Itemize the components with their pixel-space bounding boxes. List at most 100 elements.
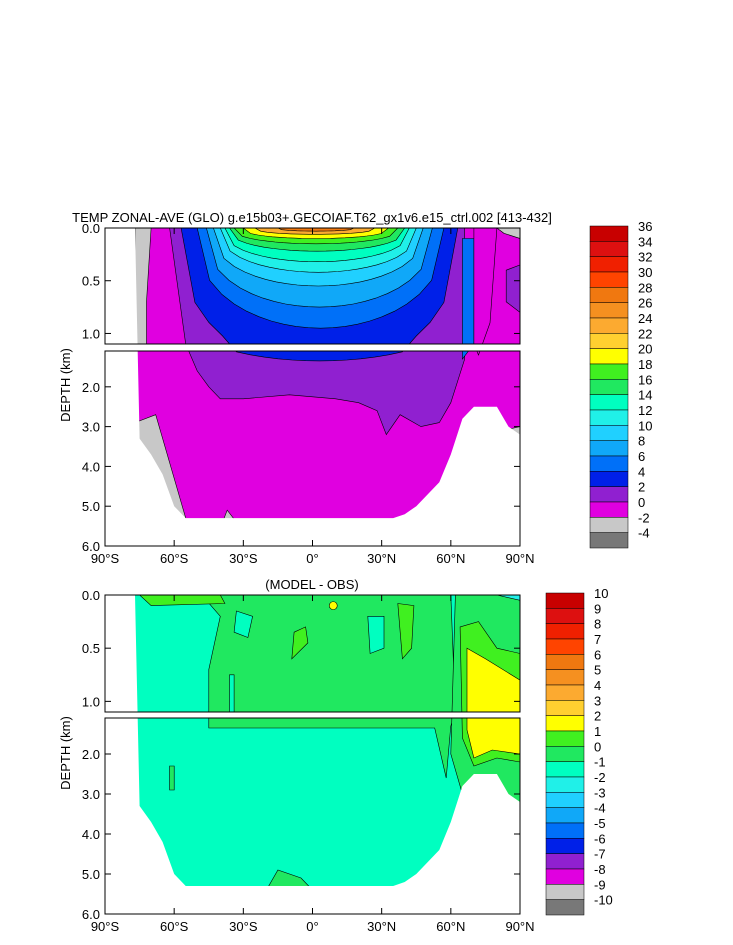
colorbar-label: 2 [638, 480, 645, 495]
x-tick-label: 0° [306, 919, 318, 934]
colorbar-swatch [589, 348, 629, 365]
colorbar-label: 32 [638, 250, 652, 265]
colorbar-swatch [545, 638, 585, 655]
colorbar-swatch [545, 884, 585, 900]
diff-patch2-0-1 [169, 765, 175, 791]
diff-patch2-1-2 [397, 603, 415, 660]
arctic-water-2-4 [505, 264, 520, 314]
colorbar-swatch [545, 807, 585, 824]
x-tick-label: 30°N [367, 551, 396, 566]
difference-y-axis-label: DEPTH (km) [58, 716, 73, 790]
temperature-axes: 0.0 0.5 1.0 2.0 3.0 4.0 5.0 6.090°S 60°S 30°S 0° 30… [82, 221, 535, 566]
colorbar-swatch [545, 592, 585, 609]
colorbar-swatch [545, 899, 585, 916]
x-tick-label: 60°S [160, 551, 189, 566]
colorbar-label: 20 [638, 342, 652, 357]
colorbar-swatch [589, 455, 629, 472]
colorbar-label: 10 [594, 586, 608, 601]
x-tick-label: 90°S [91, 551, 120, 566]
colorbar-label: 6 [638, 449, 645, 464]
colorbar-swatch [545, 792, 585, 808]
colorbar-label: -9 [594, 877, 606, 892]
colorbar-swatch [589, 394, 629, 411]
y-tick-label: 0.5 [82, 274, 100, 289]
diff-2-3 [466, 647, 520, 759]
x-tick-label: 0° [306, 551, 318, 566]
colorbar-label: 4 [594, 678, 601, 693]
temperature-panel-title: TEMP ZONAL-AVE (GLO) g.e15b03+.GECOIAF.T… [72, 210, 552, 225]
y-tick-label: 1.0 [82, 694, 100, 709]
colorbar-swatch [589, 532, 629, 549]
difference-plot-area [104, 594, 521, 915]
colorbar-swatch [545, 684, 585, 701]
nordic-water-0-2 [473, 228, 498, 356]
x-tick-label: 60°N [436, 551, 465, 566]
colorbar-label: 12 [638, 403, 652, 418]
x-tick-label: 60°S [160, 919, 189, 934]
colorbar-label: -5 [594, 816, 606, 831]
diff-hotspot-2-3 [328, 601, 338, 610]
colorbar-swatch [545, 715, 585, 732]
temperature-plot-area [104, 227, 521, 547]
colorbar-label: -6 [594, 831, 606, 846]
land-mask [105, 228, 520, 546]
colorbar-label: 0 [638, 495, 645, 510]
colorbar-label: 10 [638, 418, 652, 433]
diff-patch-minus1 [233, 610, 253, 638]
y-tick-label: 4.0 [82, 827, 100, 842]
colorbar-label: 9 [594, 601, 601, 616]
colorbar-swatch [545, 608, 585, 624]
colorbar-label: 6 [594, 647, 601, 662]
colorbar-label: -10 [594, 893, 613, 908]
colorbar-label: 2 [594, 709, 601, 724]
colorbar-swatch [545, 730, 585, 747]
colorbar-label: 5 [594, 663, 601, 678]
difference-axes: 0.0 0.5 1.0 2.0 3.0 4.0 5.0 6.090°S 60°S 30°S 0° 30… [82, 588, 535, 934]
colorbar-swatch [545, 838, 585, 854]
colorbar-swatch [589, 425, 629, 441]
y-tick-label: 2.0 [82, 747, 100, 762]
difference-panel: (MODEL - OBS) DEPTH (km) 0.0 0.5 1.0 2.0 3.0… [58, 577, 613, 934]
colorbar-label: 7 [594, 632, 601, 647]
colorbar-label: -3 [594, 785, 606, 800]
colorbar-label: -2 [594, 770, 606, 785]
colorbar-swatch [589, 256, 629, 273]
diff-0-1 [201, 595, 456, 779]
colorbar-swatch [545, 853, 585, 870]
water-band-10 [271, 228, 361, 232]
colorbar-label: 36 [638, 219, 652, 234]
colorbar-label: 16 [638, 372, 652, 387]
colorbar-swatch [545, 669, 585, 686]
x-tick-label: 30°S [229, 919, 258, 934]
y-tick-label: 0.0 [82, 588, 100, 603]
diff-patch-1-2 [291, 626, 309, 660]
colorbar-swatch [545, 654, 585, 670]
colorbar-label: 0 [594, 739, 601, 754]
x-tick-label: 90°S [91, 919, 120, 934]
diff-surface-1-2 [138, 595, 226, 606]
colorbar-label: -7 [594, 847, 606, 862]
colorbar-label: 14 [638, 388, 652, 403]
colorbar-label: 1 [594, 724, 601, 739]
colorbar-label: 30 [638, 265, 652, 280]
colorbar-label: -8 [594, 862, 606, 877]
colorbar-swatch [589, 363, 629, 380]
y-tick-label: 0.0 [82, 221, 100, 236]
colorbar-swatch [545, 746, 585, 762]
colorbar-label: 4 [638, 464, 645, 479]
y-tick-label: 2.0 [82, 380, 100, 395]
y-tick-label: 0.5 [82, 641, 100, 656]
diff-patch3-minus1 [229, 674, 235, 713]
colorbar-swatch [545, 868, 585, 885]
diff-arctic-minus1 [496, 595, 520, 601]
colorbar-swatch [589, 287, 629, 303]
colorbar-label: 34 [638, 234, 652, 249]
colorbar-swatch [589, 471, 629, 487]
y-tick-label: 6.0 [82, 539, 100, 554]
colorbar-swatch [589, 302, 629, 319]
difference-panel-title: (MODEL - OBS) [265, 577, 358, 592]
colorbar-label: -1 [594, 755, 606, 770]
y-tick-label: 4.0 [82, 459, 100, 474]
